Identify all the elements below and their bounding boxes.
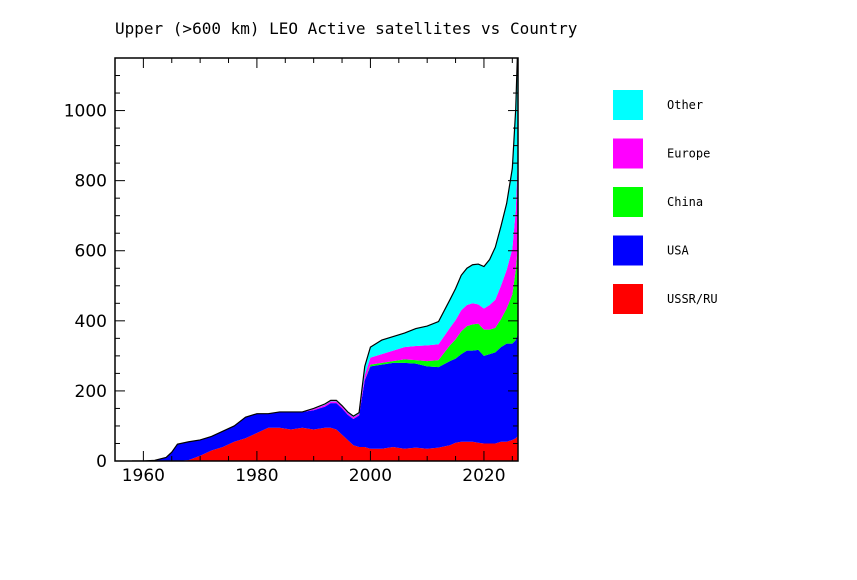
legend-label-ussr-ru: USSR/RU <box>667 292 718 306</box>
legend-label-europe: Europe <box>667 147 710 161</box>
axes: 0 200 400 600 800 1000 1960 1980 2000 2020 <box>64 57 519 486</box>
y-tick-label: 1000 <box>64 102 107 122</box>
y-tick-label: 800 <box>75 172 107 192</box>
y-tick-label: 400 <box>75 312 107 332</box>
x-tick-label: 2020 <box>462 466 505 486</box>
y-tick-label: 0 <box>96 452 107 472</box>
legend-swatch-ussr-ru <box>613 284 643 314</box>
x-tick-label: 2000 <box>349 466 392 486</box>
plot-frame <box>114 57 519 462</box>
legend-swatch-other <box>613 90 643 120</box>
total-outline <box>132 58 518 461</box>
y-tick-label: 600 <box>75 242 107 262</box>
stacked-areas <box>132 58 518 461</box>
x-tick-label: 1980 <box>235 466 278 486</box>
legend-swatch-china <box>613 187 643 217</box>
legend-swatch-europe <box>613 138 643 169</box>
legend-label-usa: USA <box>667 244 689 258</box>
legend-label-china: China <box>667 195 703 209</box>
legend-swatch-usa <box>613 235 643 266</box>
area-usa <box>132 334 518 461</box>
legend-label-other: Other <box>667 98 703 112</box>
y-tick-label: 200 <box>75 382 107 402</box>
chart-title: Upper (>600 km) LEO Active satellites vs… <box>115 19 578 38</box>
area-ussr-ru <box>132 427 518 461</box>
x-tick-label: 1960 <box>122 466 165 486</box>
legend: Other Europe China USA USSR/RU <box>613 90 718 314</box>
plot-area <box>132 58 518 461</box>
